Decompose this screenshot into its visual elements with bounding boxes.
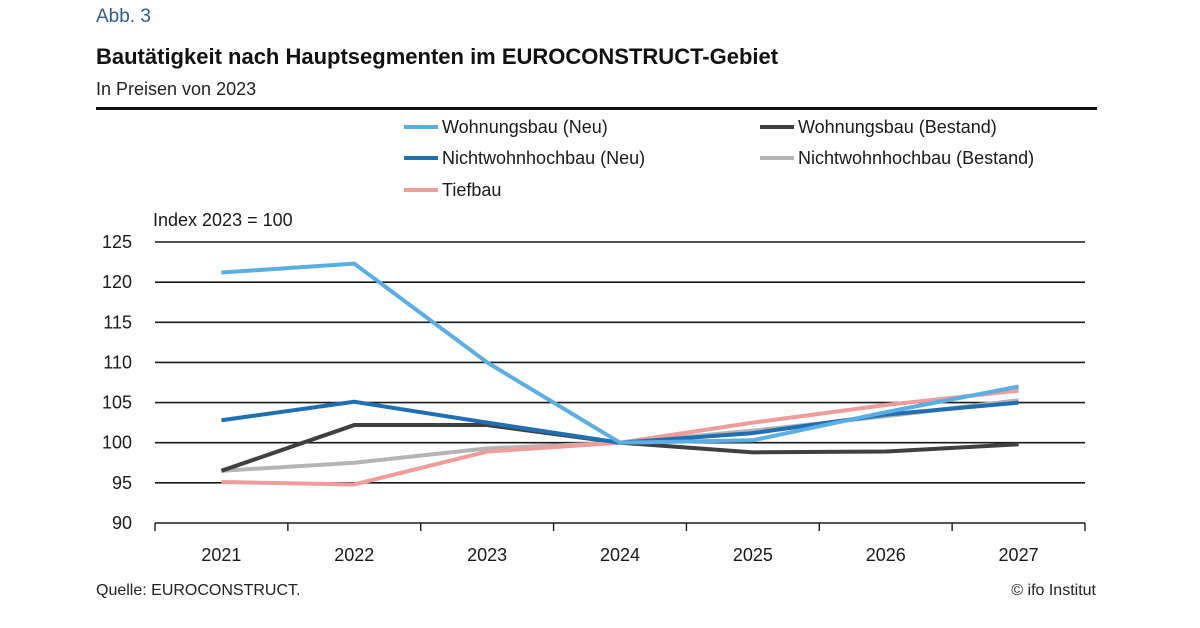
source-note: Quelle: EUROCONSTRUCT. [96,582,301,599]
y-tick-label: 100 [102,433,132,453]
legend-label: Nichtwohnhochbau (Bestand) [798,148,1034,168]
chart-title: Bautätigkeit nach Hauptsegmenten im EURO… [96,44,779,69]
y-tick-label: 115 [103,312,132,332]
legend-label: Wohnungsbau (Bestand) [798,117,997,137]
x-tick-label: 2026 [866,545,906,565]
x-axis: 2021 2022 2023 2024 2025 2026 2027 [154,522,1086,565]
x-tick-label: 2027 [999,545,1039,565]
x-tick-label: 2021 [201,545,241,565]
y-tick-label: 125 [102,232,132,252]
legend: Wohnungsbau (Neu) Wohnungsbau (Bestand) Ni… [404,117,1034,200]
figure-label: Abb. 3 [96,6,151,27]
y-axis-tick-labels: 90 95 100 105 110 115 120 125 [102,232,132,533]
legend-label: Tiefbau [442,180,501,200]
series-line-0 [221,261,1019,445]
y-tick-label: 105 [102,393,132,413]
x-tick-label: 2023 [467,545,507,565]
title-rule [96,107,1097,110]
y-tick-label: 110 [103,352,132,372]
legend-label: Wohnungsbau (Neu) [442,117,608,137]
y-tick-label: 95 [112,473,132,493]
x-tick-label: 2024 [600,545,640,565]
series-lines [220,261,1019,487]
chart-subtitle: In Preisen von 2023 [96,79,257,99]
x-tick-label: 2025 [733,545,773,565]
grid-lines [155,241,1085,484]
copyright-note: © ifo Institut [1011,582,1096,599]
y-tick-label: 120 [102,272,132,292]
legend-label: Nichtwohnhochbau (Neu) [442,148,645,168]
x-tick-label: 2022 [334,545,374,565]
y-axis-label: Index 2023 = 100 [153,210,293,230]
y-tick-label: 90 [112,513,132,533]
